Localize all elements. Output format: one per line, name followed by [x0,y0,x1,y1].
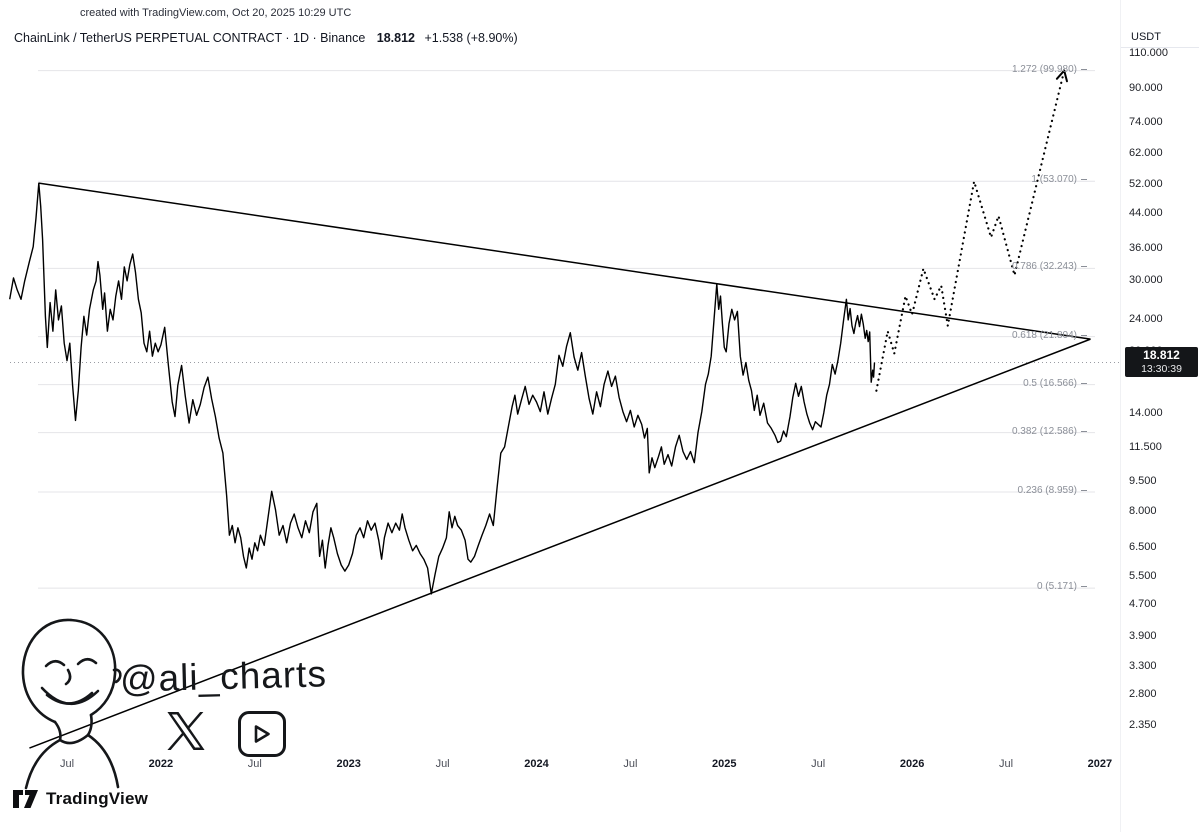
projection-arrowhead [1063,69,1068,83]
price-line-series[interactable] [9,182,876,595]
time-tick-2025-2025: 2025 [712,758,737,770]
time-tick-Jul-2024.5: Jul [623,758,638,770]
last-price-badge: 18.812 13:30:39 [1125,347,1198,378]
price-tick: 8.000 [1129,504,1157,517]
currency-label[interactable]: USDT [1121,28,1199,48]
price-change-value: +1.538 (+8.90%) [424,31,518,45]
time-tick-2026-2026: 2026 [899,758,925,770]
symbol-title[interactable]: ChainLink / TetherUS PERPETUAL CONTRACT … [14,31,366,45]
price-tick: 62.000 [1129,147,1163,160]
price-tick: 3.300 [1129,659,1157,672]
time-tick-Jul-2026.5: Jul [998,758,1014,770]
price-tick: 30.000 [1129,273,1163,286]
fib-label-0.382: 0.382 (12.586) [1012,426,1087,437]
price-tick: 6.500 [1129,541,1157,554]
projection-path[interactable] [875,69,1066,392]
price-tick: 90.000 [1129,82,1163,94]
price-tick: 11.500 [1129,441,1162,454]
price-tick: 2.800 [1129,688,1157,701]
fib-label-0.5: 0.5 (16.566) [1023,378,1087,389]
time-tick-Jul-2025.5: Jul [811,758,826,770]
face-sketch-watermark [21,618,122,790]
price-tick: 14.000 [1129,407,1163,420]
time-tick-2024-2024: 2024 [524,758,549,770]
x-twitter-icon [167,712,205,750]
price-tick: 44.000 [1129,207,1163,220]
symbol-header: ChainLink / TetherUS PERPETUAL CONTRACT … [14,31,518,45]
badge-countdown: 13:30:39 [1141,363,1182,376]
time-tick-2022-2022: 2022 [148,758,174,770]
created-with-note: created with TradingView.com, Oct 20, 20… [80,7,352,19]
fib-label-0: 0 (5.171) [1037,581,1087,592]
price-axis[interactable]: USDT 110.000 90.000 74.000 62.000 52.000 44.0… [1120,0,1199,832]
fib-label-0.618: 0.618 (21.804) [1012,330,1087,341]
price-tick: 110.000 [1129,46,1168,59]
price-tick: 52.000 [1129,177,1163,190]
trendline-ascending-support[interactable] [29,338,1091,749]
fib-label-0.786: 0.786 (32.243) [1012,261,1087,272]
time-tick-Jul-2023.5: Jul [435,758,450,770]
price-tick: 4.700 [1129,597,1157,610]
time-tick-2023-2023: 2023 [336,758,361,770]
projection-arrowhead [1055,69,1066,80]
last-price-value: 18.812 [376,31,416,45]
tradingview-brand-text: TradingView [46,789,149,808]
price-tick: 9.500 [1129,474,1157,487]
fib-label-1: 1 (53.070) [1031,174,1087,185]
trendline-descending-resistance[interactable] [38,182,1091,340]
time-axis[interactable]: Jul 2022 Jul 2023 Jul 2024 Jul 2025 Jul 2026 Jul 20… [0,752,1120,780]
price-tick: 3.900 [1129,630,1157,643]
price-tick: 74.000 [1129,116,1163,129]
price-tick: 36.000 [1129,242,1163,255]
price-tick: 2.350 [1129,718,1157,731]
time-tick-Jul-2022.5: Jul [247,758,262,770]
fib-label-1.272: 1.272 (99.980) [1012,64,1087,75]
tradingview-footer-logo: TradingView [12,788,148,810]
tradingview-logo-icon [13,790,38,808]
play-button-icon [238,711,286,757]
fib-label-0.236: 0.236 (8.959) [1018,485,1087,496]
badge-price: 18.812 [1143,348,1180,363]
time-tick-Jul-2021.5: Jul [59,758,75,770]
time-tick-2027-2027: 2027 [1087,758,1113,770]
price-tick: 5.500 [1129,570,1157,583]
price-tick: 24.000 [1129,312,1163,325]
watermark-handle-text: @ali_charts [119,653,328,700]
